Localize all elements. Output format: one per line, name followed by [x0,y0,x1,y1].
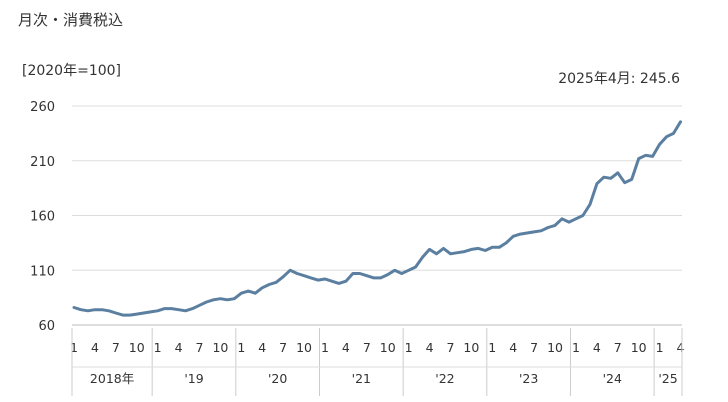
x-year-label: 2018年 [90,371,134,386]
x-month-label: 10 [212,340,228,355]
x-month-label: 10 [631,340,647,355]
x-month-label: 4 [593,340,601,355]
y-tick-label: 210 [30,155,55,170]
x-month-label: 7 [196,340,204,355]
series-line [72,120,682,317]
unit-label: [2020年=100] [22,63,122,79]
x-axis: 1 4 7 10 1 4 7 10 1 4 7 10 1 4 7 10 1 4 7 10 1 4 7 10 1 4 7 10 1 4201… [70,328,685,396]
x-month-label: 4 [509,340,517,355]
x-month-label: 10 [547,340,563,355]
x-month-label: 7 [530,340,538,355]
y-tick-label: 160 [30,210,55,225]
x-month-label: 7 [446,340,454,355]
y-tick-label: 260 [30,100,55,115]
x-month-label: 7 [614,340,622,355]
x-year-label: '19 [184,371,203,386]
x-month-label: 1 [405,340,413,355]
x-month-label: 1 [656,340,664,355]
y-tick-label: 60 [38,319,55,334]
x-month-label: 1 [488,340,496,355]
x-month-label: 1 [237,340,245,355]
x-year-label: '22 [435,371,454,386]
x-month-label: 7 [112,340,120,355]
y-tick-label: 110 [30,264,55,279]
page-title: 月次・消費税込 [18,11,124,29]
x-month-label: 4 [342,340,350,355]
series-layer [72,120,682,317]
x-month-label: 1 [321,340,329,355]
x-month-label: 1 [572,340,580,355]
x-year-label: '24 [603,371,622,386]
x-month-label: 1 [154,340,162,355]
x-year-label: '25 [658,371,677,386]
x-month-label: 4 [258,340,266,355]
x-year-label: '20 [268,371,287,386]
grid-lines [72,105,682,326]
x-month-label: 4 [426,340,434,355]
x-month-label: 4 [91,340,99,355]
x-month-label: 10 [380,340,396,355]
y-axis: 60 110 160 210 260 [30,100,55,334]
x-year-label: '21 [352,371,371,386]
x-month-label: 10 [129,340,145,355]
x-year-label: '23 [519,371,538,386]
x-month-label: 10 [296,340,312,355]
x-month-label: 7 [279,340,287,355]
x-month-label: 4 [677,340,685,355]
x-month-label: 7 [363,340,371,355]
x-month-label: 1 [70,340,78,355]
x-month-label: 10 [463,340,479,355]
latest-value-label: 2025年4月: 245.6 [558,71,680,87]
x-month-label: 4 [175,340,183,355]
